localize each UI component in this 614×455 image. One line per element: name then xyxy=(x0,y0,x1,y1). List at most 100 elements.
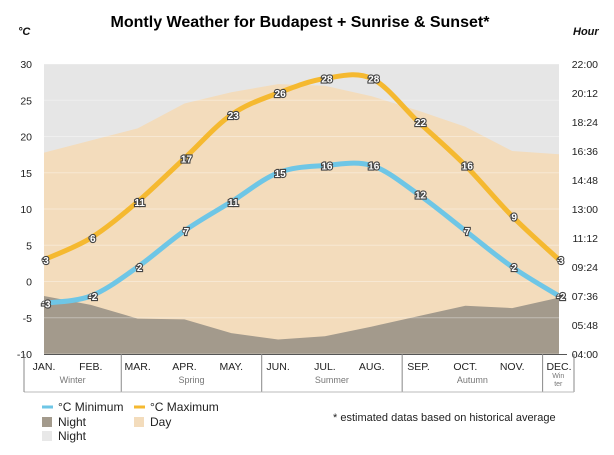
data-label: 17 xyxy=(181,154,193,165)
data-point xyxy=(181,155,188,161)
data-point xyxy=(88,293,94,299)
data-label: 16 xyxy=(462,162,474,173)
right-tick-label: 07:36 xyxy=(572,291,598,303)
data-label: 16 xyxy=(321,162,333,173)
data-label: -3 xyxy=(42,299,51,310)
season-label: Summer xyxy=(315,375,349,385)
data-label: 16 xyxy=(368,162,380,173)
legend-label: Night xyxy=(58,429,87,443)
right-tick-label: 04:00 xyxy=(572,349,598,361)
right-tick-label: 13:00 xyxy=(572,204,598,216)
right-tick-label: 09:24 xyxy=(572,262,598,274)
month-label: OCT. xyxy=(453,361,477,373)
month-label: JUN. xyxy=(266,361,289,373)
left-tick-label: 15 xyxy=(20,168,32,180)
data-label: 12 xyxy=(415,191,427,202)
chart-title: Montly Weather for Budapest + Sunrise & … xyxy=(111,14,491,31)
season-label: ter xyxy=(554,381,563,388)
right-tick-label: 16:36 xyxy=(572,146,598,158)
data-label: 2 xyxy=(511,263,517,274)
legend-item: Night xyxy=(42,415,87,429)
left-tick-label: 0 xyxy=(26,277,32,289)
data-point xyxy=(556,293,562,299)
data-label: 11 xyxy=(228,198,239,209)
season-label: Winter xyxy=(60,375,86,385)
legend-item: Night xyxy=(42,429,87,443)
left-tick-label: -5 xyxy=(23,313,32,325)
data-point xyxy=(509,213,515,219)
data-point xyxy=(556,257,562,263)
data-label: 22 xyxy=(415,118,427,129)
data-point xyxy=(369,75,375,82)
month-label: MAR. xyxy=(125,361,151,373)
data-point xyxy=(462,162,468,169)
legend-item: °C Minimum xyxy=(42,400,123,414)
right-tick-label: 14:48 xyxy=(572,175,598,187)
data-point xyxy=(135,199,141,205)
season-label: Spring xyxy=(178,375,204,385)
legend-label: °C Maximum xyxy=(150,400,219,414)
data-point xyxy=(135,264,141,270)
month-label: NOV. xyxy=(500,361,525,373)
data-point xyxy=(275,170,281,176)
data-point xyxy=(415,191,422,198)
data-label: 2 xyxy=(137,263,143,274)
series-line-minimum xyxy=(41,160,562,306)
data-point xyxy=(41,300,47,306)
right-tick-label: 05:48 xyxy=(572,320,598,332)
data-label: 3 xyxy=(558,256,564,267)
legend-label: °C Minimum xyxy=(58,400,123,414)
data-point xyxy=(509,264,515,270)
legend-swatch-box xyxy=(42,417,52,427)
legend-label: Day xyxy=(150,415,171,429)
data-label: 7 xyxy=(184,227,190,238)
left-tick-label: 5 xyxy=(26,240,32,252)
data-label: 11 xyxy=(134,198,145,209)
month-label: MAY. xyxy=(219,361,243,373)
legend-swatch-box xyxy=(134,417,144,427)
legend-label: Night xyxy=(58,415,87,429)
right-tick-label: 11:12 xyxy=(573,233,599,245)
data-point xyxy=(415,119,422,125)
month-label: AUG. xyxy=(359,361,385,373)
season-label: Win xyxy=(552,373,564,380)
month-label: FEB. xyxy=(79,361,102,373)
data-point xyxy=(228,199,234,205)
data-point xyxy=(369,162,375,169)
legend-item: Day xyxy=(134,415,171,429)
data-label: -2 xyxy=(88,292,97,303)
legend-item: °C Maximum xyxy=(134,400,219,414)
night-morning-band xyxy=(44,296,559,354)
data-label: 28 xyxy=(368,75,380,86)
right-tick-label: 22:00 xyxy=(572,59,598,71)
data-point xyxy=(228,112,234,118)
data-point xyxy=(41,257,47,263)
right-tick-label: 18:24 xyxy=(572,117,598,129)
left-tick-label: 25 xyxy=(20,95,32,107)
data-point xyxy=(181,228,188,234)
data-label: 6 xyxy=(90,234,96,245)
month-label: DEC. xyxy=(546,361,571,373)
axes: -10-505101520253004:0005:4807:3609:2411:… xyxy=(17,59,599,393)
data-point xyxy=(88,235,94,241)
footnote: * estimated datas based on historical av… xyxy=(333,412,556,424)
legend: °C Minimum °C Maximum Night Day Night xyxy=(42,400,219,443)
month-label: SEP. xyxy=(407,361,430,373)
left-tick-label: 20 xyxy=(20,132,32,144)
right-tick-label: 20:12 xyxy=(572,88,598,100)
data-label: 23 xyxy=(228,111,240,122)
day-band xyxy=(44,84,559,354)
data-label: 3 xyxy=(43,256,49,267)
month-label: APR. xyxy=(172,361,197,373)
data-point xyxy=(275,90,281,96)
data-point xyxy=(322,162,328,169)
data-label: 9 xyxy=(511,212,517,223)
season-label: Autumn xyxy=(457,375,488,385)
data-point xyxy=(322,75,328,82)
left-tick-label: 30 xyxy=(20,59,32,71)
left-axis-unit: °C xyxy=(18,26,31,38)
plot-area: -3 -2 2 7 11 15 16 16 12 7 2 -2 3 6 11 17 23 26 28 28 22 16 9 3 xyxy=(40,63,567,355)
data-label: 26 xyxy=(275,89,287,100)
data-point xyxy=(462,228,468,234)
